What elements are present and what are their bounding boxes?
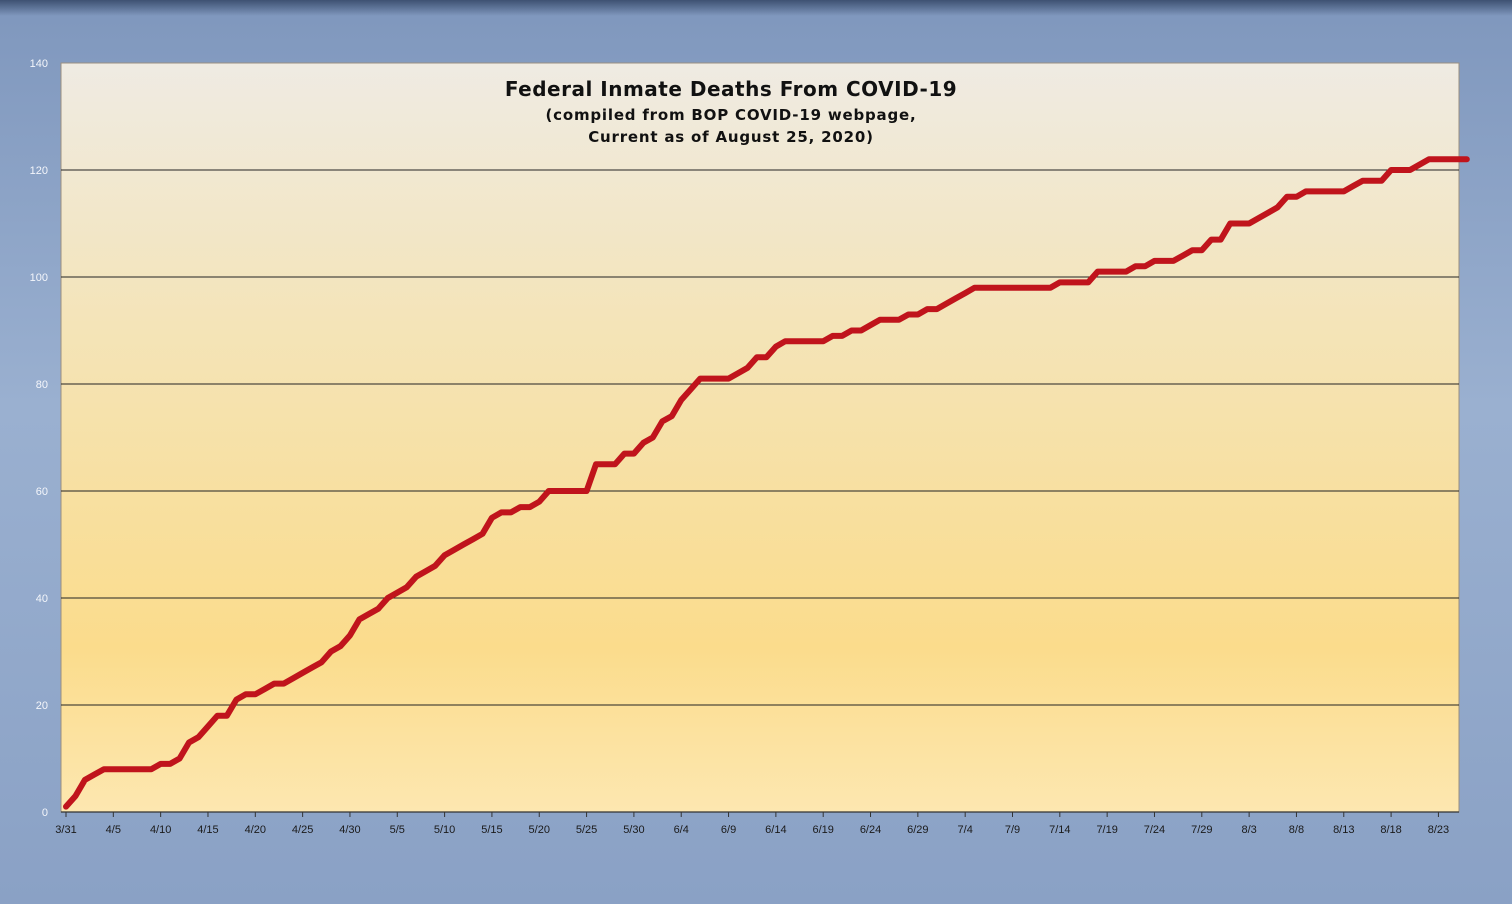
y-tick-label: 140 [30,58,48,70]
y-tick-label: 0 [42,807,48,819]
x-tick-label: 8/3 [1241,824,1256,836]
x-tick-label: 5/15 [481,824,502,836]
x-tick-label: 7/24 [1144,824,1165,836]
series-line-0 [63,156,1470,810]
x-tick-label: 5/5 [390,824,405,836]
plot-area [60,62,1460,813]
x-tick-label: 5/25 [576,824,597,836]
x-tick-label: 6/29 [907,824,928,836]
x-tick-label: 6/19 [812,824,833,836]
x-tick-label: 4/30 [339,824,360,836]
y-axis-ticks: 0 20 40 60 80 100 120 140 [30,58,48,819]
y-tick-label: 120 [30,165,48,177]
x-axis-ticks: 3/31 4/5 4/10 4/15 4/20 4/25 4/30 5/5 5/10 5/15 5/… [55,812,1449,836]
chart-title: Federal Inmate Deaths From COVID-19 [505,77,957,101]
x-tick-label: 4/15 [197,824,218,836]
y-tick-label: 40 [36,593,48,605]
x-tick-label: 5/10 [434,824,455,836]
x-tick-label: 4/25 [292,824,313,836]
x-tick-label: 8/13 [1333,824,1354,836]
series-group [63,156,1470,810]
x-tick-label: 5/30 [623,824,644,836]
y-tick-label: 60 [36,486,48,498]
y-tick-label: 20 [36,700,48,712]
x-tick-label: 6/14 [765,824,786,836]
x-tick-label: 4/5 [106,824,121,836]
x-tick-label: 7/19 [1096,824,1117,836]
x-tick-label: 4/10 [150,824,171,836]
gridlines [61,169,1459,706]
x-tick-label: 8/8 [1289,824,1304,836]
x-tick-label: 3/31 [55,824,76,836]
chart-subtitle-line-2: Current as of August 25, 2020) [588,128,873,146]
x-tick-label: 7/14 [1049,824,1070,836]
x-tick-label: 4/20 [245,824,266,836]
y-tick-label: 100 [30,272,48,284]
x-tick-label: 6/4 [674,824,689,836]
x-tick-label: 5/20 [529,824,550,836]
x-tick-label: 7/29 [1191,824,1212,836]
x-tick-label: 8/18 [1380,824,1401,836]
chart-subtitle-line-1: (compiled from BOP COVID-19 webpage, [546,106,917,124]
x-tick-label: 8/23 [1428,824,1449,836]
x-tick-label: 7/9 [1005,824,1020,836]
x-tick-label: 6/9 [721,824,736,836]
y-tick-label: 80 [36,379,48,391]
x-tick-label: 6/24 [860,824,881,836]
x-tick-label: 7/4 [958,824,973,836]
